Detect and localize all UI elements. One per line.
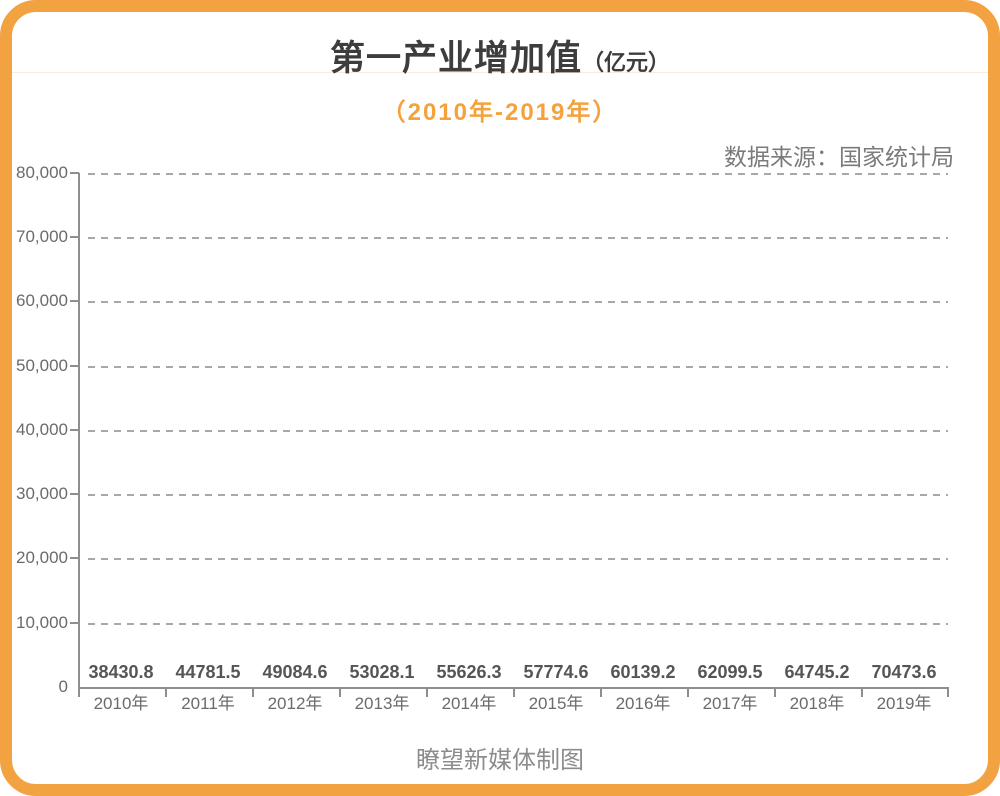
- category-column: 44781.5 2011年: [164, 661, 252, 714]
- x-tick-mark: [687, 689, 689, 697]
- category-column: 64745.2 2018年: [773, 661, 861, 714]
- credit-label: 瞭望新媒体制图: [416, 747, 584, 774]
- y-axis-label: 80,000: [16, 163, 68, 182]
- value-label: 55626.3: [436, 662, 502, 682]
- y-axis-line: [78, 173, 80, 689]
- y-tick-mark: [70, 236, 79, 238]
- category-column: 53028.1 2013年: [338, 661, 426, 714]
- x-tick-mark: [252, 689, 254, 697]
- x-tick-mark: [165, 689, 167, 697]
- x-axis-label: 2014年: [441, 694, 497, 713]
- y-tick-mark: [70, 172, 79, 174]
- y-tick-mark: [70, 622, 79, 624]
- category-column: 55626.3 2014年: [425, 661, 513, 714]
- y-axis-label: 0: [58, 677, 68, 696]
- y-axis-label: 20,000: [16, 548, 68, 567]
- x-tick-mark: [774, 689, 776, 697]
- y-axis-label: 10,000: [16, 613, 68, 632]
- y-tick-mark: [70, 493, 79, 495]
- x-axis-line: [78, 687, 949, 689]
- category-column: 57774.6 2015年: [512, 661, 600, 714]
- gridline-70000: [88, 237, 948, 239]
- category-column: 62099.5 2017年: [686, 661, 774, 714]
- value-label: 60139.2: [610, 662, 676, 682]
- y-axis-label: 40,000: [16, 420, 68, 439]
- x-axis-label: 2013年: [354, 694, 410, 713]
- x-axis-label: 2015年: [528, 694, 584, 713]
- value-label: 70473.6: [871, 662, 937, 682]
- value-label: 53028.1: [349, 662, 415, 682]
- x-axis-label: 2018年: [789, 694, 845, 713]
- category-column: 38430.8 2010年: [77, 661, 165, 714]
- x-axis-label: 2017年: [702, 694, 758, 713]
- y-tick-mark: [70, 557, 79, 559]
- x-tick-mark: [339, 689, 341, 697]
- y-axis-label: 30,000: [16, 484, 68, 503]
- x-tick-mark: [947, 689, 949, 697]
- value-label: 62099.5: [697, 662, 763, 682]
- value-label: 49084.6: [262, 662, 328, 682]
- data-source-label: 数据来源：国家统计局: [724, 144, 954, 170]
- x-tick-mark: [600, 689, 602, 697]
- x-tick-mark: [426, 689, 428, 697]
- value-label: 64745.2: [784, 662, 850, 682]
- y-axis-label: 50,000: [16, 356, 68, 375]
- gridline-20000: [88, 558, 948, 560]
- page-title: 第一产业增加值（亿元）: [0, 40, 1000, 85]
- x-axis-label: 2011年: [181, 694, 235, 713]
- category-column: 60139.2 2016年: [599, 661, 687, 714]
- x-tick-mark: [861, 689, 863, 697]
- x-tick-mark: [78, 689, 80, 697]
- y-tick-mark: [70, 429, 79, 431]
- gridline-80000: [88, 173, 948, 175]
- chart-title-unit: （亿元）: [582, 50, 671, 75]
- x-tick-mark: [513, 689, 515, 697]
- y-axis-label: 70,000: [16, 227, 68, 246]
- top-divider: [12, 72, 988, 73]
- gridline-50000: [88, 366, 948, 368]
- x-axis-label: 2019年: [876, 694, 932, 713]
- x-axis-label: 2010年: [93, 694, 149, 713]
- x-axis-label: 2016年: [615, 694, 671, 713]
- value-label: 57774.6: [523, 662, 589, 682]
- gridline-40000: [88, 430, 948, 432]
- category-column: 70473.6 2019年: [860, 661, 948, 714]
- x-axis-label: 2012年: [267, 694, 323, 713]
- value-label: 44781.5: [175, 662, 241, 682]
- gridline-10000: [88, 623, 948, 625]
- chart-subtitle: （2010年-2019年）: [381, 99, 619, 126]
- gridline-30000: [88, 494, 948, 496]
- y-tick-mark: [70, 365, 79, 367]
- y-tick-mark: [70, 300, 79, 302]
- value-label: 38430.8: [88, 662, 154, 682]
- gridline-60000: [88, 301, 948, 303]
- category-column: 49084.6 2012年: [251, 661, 339, 714]
- y-axis-label: 60,000: [16, 291, 68, 310]
- chart-title: 第一产业增加值: [329, 39, 582, 78]
